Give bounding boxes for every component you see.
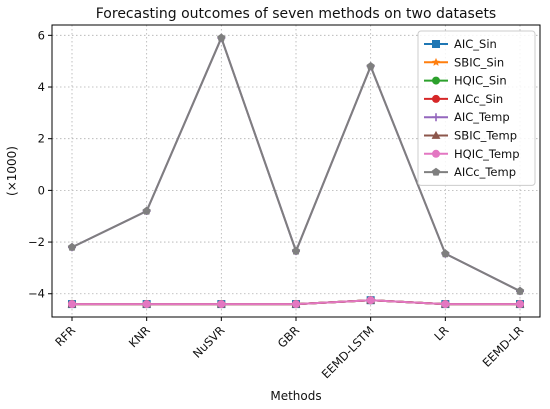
data-point: [366, 61, 375, 70]
y-tick-label: 2: [38, 132, 45, 146]
x-axis: RFR KNR NuSVR GBR EEMD-LSTM LR EEMD-LR: [52, 317, 526, 381]
legend-box: [417, 30, 536, 186]
data-point: [441, 300, 450, 309]
legend-marker: [432, 76, 440, 85]
legend-label: AIC_Sin: [454, 37, 497, 51]
series-layer: [67, 33, 525, 309]
y-tick-label: 0: [38, 183, 45, 197]
x-tick-label: EEMD-LR: [480, 323, 527, 370]
y-tick-label: 6: [38, 28, 45, 42]
data-point: [67, 242, 77, 251]
y-tick-label: −2: [28, 235, 45, 249]
legend-marker: [432, 113, 440, 122]
x-tick-label: KNR: [126, 323, 153, 350]
data-point: [68, 300, 76, 309]
x-tick-label: LR: [431, 323, 451, 343]
data-point: [292, 300, 300, 309]
x-tick-label: GBR: [275, 323, 302, 350]
x-tick-label: RFR: [52, 323, 78, 349]
y-tick-label: −4: [28, 287, 45, 301]
legend: AIC_Sin SBIC_Sin HQIC_Sin AICc_Sin AIC_Temp S…: [417, 30, 536, 186]
data-point: [366, 296, 375, 305]
y-axis: −4 −2 0 2 4 6: [28, 28, 52, 301]
y-tick-label: 4: [38, 80, 45, 94]
legend-label: AICc_Temp: [454, 165, 516, 179]
data-point: [441, 249, 450, 258]
legend-marker: [431, 57, 441, 66]
data-point: [142, 300, 151, 309]
series-aicc-temp: [67, 33, 525, 295]
legend-label: SBIC_Sin: [454, 55, 504, 69]
legend-entry: AICc_Temp: [424, 165, 516, 179]
legend-entry: AIC_Sin: [424, 37, 497, 51]
legend-entry: HQIC_Temp: [424, 147, 520, 161]
legend-marker: [432, 40, 440, 48]
legend-entry: SBIC_Sin: [424, 55, 504, 69]
legend-entry: AICc_Sin: [424, 92, 503, 106]
legend-marker: [432, 149, 440, 158]
legend-label: AICc_Sin: [454, 92, 503, 106]
legend-entry: AIC_Temp: [424, 110, 510, 124]
legend-entry: HQIC_Sin: [424, 74, 507, 88]
data-point: [516, 300, 524, 309]
legend-label: HQIC_Sin: [454, 74, 507, 88]
data-point: [217, 300, 226, 309]
legend-entry: SBIC_Temp: [424, 129, 517, 143]
y-axis-label: (×1000): [5, 146, 19, 196]
series-hqic-temp: [68, 296, 524, 309]
legend-label: HQIC_Temp: [454, 147, 520, 161]
data-point: [217, 33, 226, 42]
x-tick-label: NuSVR: [190, 323, 228, 361]
data-point: [291, 246, 301, 255]
legend-marker: [432, 94, 440, 103]
chart-title: Forecasting outcomes of seven methods on…: [96, 6, 496, 22]
legend-marker: [431, 167, 441, 176]
legend-label: AIC_Temp: [454, 110, 510, 124]
x-tick-label: EEMD-LSTM: [319, 323, 377, 381]
legend-label: SBIC_Temp: [454, 129, 517, 143]
x-axis-label: Methods: [270, 389, 321, 403]
data-point: [142, 206, 151, 215]
legend-marker: [431, 130, 441, 139]
data-point: [515, 286, 525, 295]
